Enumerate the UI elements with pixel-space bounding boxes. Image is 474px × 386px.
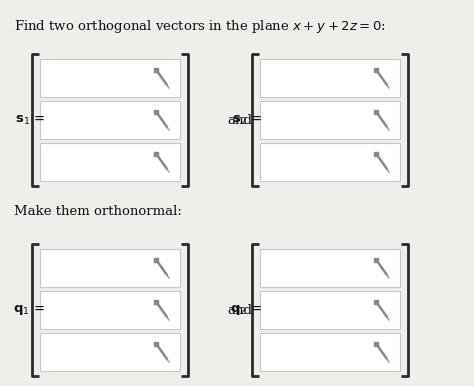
Bar [260, 249, 400, 287]
Text: Make them orthonormal:: Make them orthonormal: [14, 205, 182, 218]
Bar [40, 333, 180, 371]
Bar [260, 101, 400, 139]
Bar [260, 333, 400, 371]
Bar [40, 143, 180, 181]
Bar [40, 249, 180, 287]
Text: $\mathbf{s}_2$ =: $\mathbf{s}_2$ = [231, 113, 262, 127]
Text: $\mathbf{s}_1$ =: $\mathbf{s}_1$ = [15, 113, 45, 127]
Bar [260, 143, 400, 181]
Text: $\mathbf{q}_1$ =: $\mathbf{q}_1$ = [13, 303, 45, 317]
Text: Find two orthogonal vectors in the plane $x + y + 2z = 0$:: Find two orthogonal vectors in the plane… [14, 18, 386, 35]
Bar [260, 59, 400, 97]
Text: $\mathbf{q}_2$ =: $\mathbf{q}_2$ = [230, 303, 262, 317]
Bar [40, 291, 180, 329]
Text: and: and [228, 303, 253, 317]
Bar [40, 59, 180, 97]
Bar [40, 101, 180, 139]
Bar [260, 291, 400, 329]
Text: and: and [228, 113, 253, 127]
